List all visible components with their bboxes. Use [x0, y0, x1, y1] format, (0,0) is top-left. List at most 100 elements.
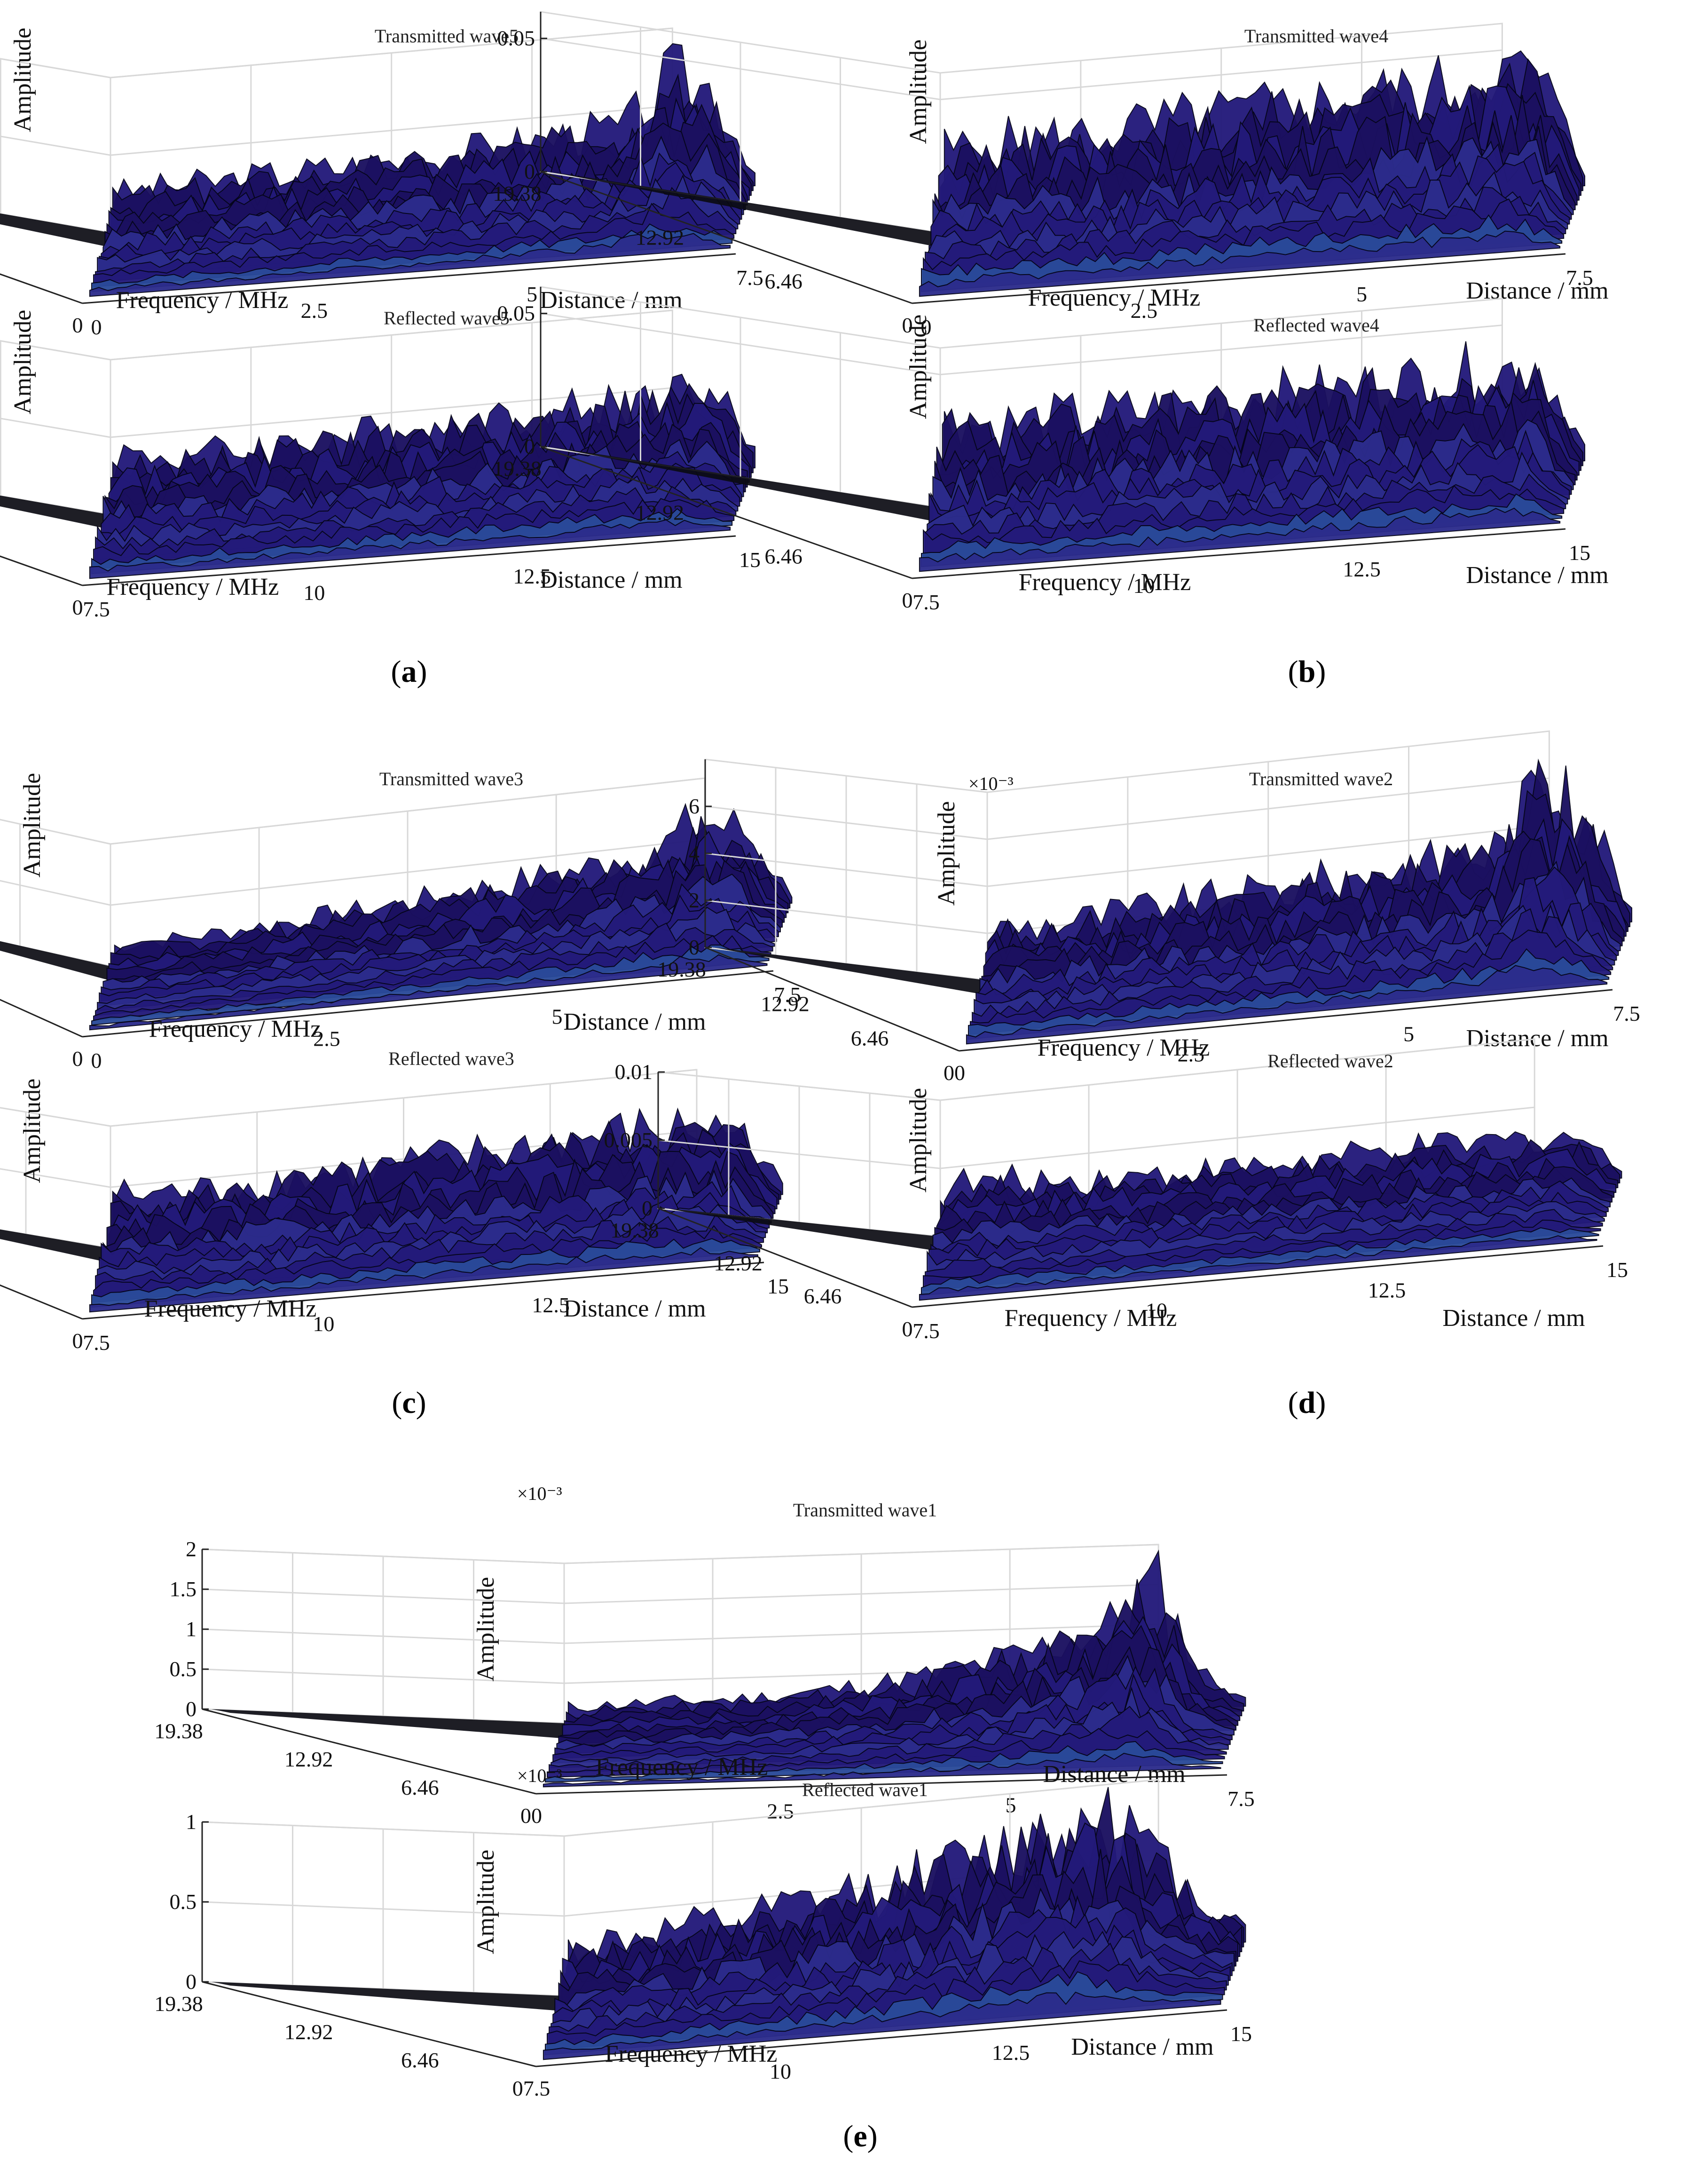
distance-tick-label: 12.5 [532, 1293, 570, 1317]
distance-axis [82, 1262, 764, 1320]
frequency-axis [0, 273, 83, 304]
z-tick-label: 0.05 [497, 26, 535, 50]
z-tick-label: 2 [689, 888, 700, 912]
frequency-axis [0, 999, 83, 1038]
distance-axis [82, 253, 736, 304]
distance-tick-label: 5 [1006, 1793, 1016, 1817]
surface [0, 1107, 783, 1313]
chart-title: Transmitted wave3 [379, 768, 523, 789]
frequency-axis-label: Frequency / MHz [116, 287, 289, 314]
amplitude-axis-label: Amplitude [472, 1577, 499, 1681]
distance-axis [82, 970, 774, 1038]
surface-ribbon [89, 1247, 758, 1313]
distance-tick-label: 10 [1133, 574, 1155, 598]
chart-title: Reflected wave3 [388, 1048, 514, 1069]
frequency-tick-label: 19.38 [493, 181, 542, 205]
distance-tick-label: 7.5 [1613, 1001, 1640, 1025]
surface-ribbon [108, 831, 787, 983]
surface-floor [550, 172, 944, 248]
chart-2: 00.020.0419.3812.926.4607.51012.515Refle… [0, 307, 761, 621]
distance-tick-label: 12.5 [1368, 1278, 1406, 1302]
distance-axis [912, 253, 1566, 304]
amplitude-axis-label: Amplitude [9, 310, 36, 414]
chart-title: Transmitted wave5 [375, 25, 519, 47]
frequency-tick-label: 0 [902, 313, 913, 337]
distance-tick-label: 12.5 [992, 2041, 1030, 2065]
distance-axis [959, 989, 1613, 1052]
distance-tick-label: 2.5 [1131, 299, 1158, 323]
distance-axis-label: Distance / mm [1466, 1025, 1608, 1052]
distance-tick-label: 0 [91, 1049, 102, 1072]
distance-axis [535, 1774, 1227, 1795]
surface-ribbon [95, 922, 773, 1016]
distance-tick-label: 7.5 [83, 597, 110, 621]
frequency-tick-label: 12.92 [761, 992, 810, 1016]
chart-6: 00.020.0419.3812.926.4607.51012.515Refle… [0, 1048, 789, 1355]
distance-tick-label: 15 [1606, 1258, 1628, 1282]
surface-ribbon [969, 930, 1612, 1035]
distance-tick-label: 2.5 [313, 1026, 340, 1050]
frequency-tick-label: 12.92 [284, 1747, 333, 1771]
distance-tick-label: 5 [552, 1005, 563, 1029]
distance-tick-label: 15 [1569, 541, 1590, 565]
distance-axis-label: Distance / mm [1071, 2034, 1213, 2060]
surface [0, 43, 755, 297]
frequency-tick-label: 19.38 [493, 457, 542, 481]
distance-tick-label: 7.5 [1566, 266, 1593, 290]
frequency-axis [705, 946, 960, 1052]
frequency-axis [202, 1981, 536, 2067]
surface-floor [0, 495, 115, 530]
frequency-tick-label: 07.5 [512, 2076, 551, 2100]
distance-axis-label: Distance / mm [563, 1295, 706, 1322]
frequency-tick-label: 00 [944, 1061, 965, 1085]
distance-tick-label: 15 [1230, 2022, 1252, 2046]
distance-tick-label: 15 [767, 1274, 789, 1298]
distance-tick-label: 2.5 [767, 1799, 794, 1823]
distance-tick-label: 0 [921, 315, 932, 339]
chart-7: 0 2 4 6 19.38 12.92 6.46 00 2.5 5 7.5 Transmitted w… [657, 730, 1640, 1085]
frequency-tick-label: 6.46 [401, 1775, 439, 1799]
chart-9: 0 0.5 1 1.5 2 19.38 12.92 6.46 00 2.5 5 7.5 Transmit… [154, 1483, 1255, 1828]
panel-label-b: (b) [1288, 654, 1326, 689]
frequency-tick-label: 19.38 [610, 1218, 659, 1242]
distance-tick-label: 7.5 [83, 1331, 110, 1355]
distance-axis-label: Distance / mm [1466, 562, 1608, 589]
z-tick-label: 0 [524, 159, 535, 183]
frequency-tick-label: 6.46 [401, 2048, 439, 2072]
surface-ribbon [975, 877, 1617, 1021]
frequency-tick-label: 12.92 [636, 500, 684, 524]
chart-title: Reflected wave1 [802, 1779, 928, 1800]
scale-multiplier: ×10⁻³ [517, 1765, 562, 1786]
z-tick-label: 2 [186, 1537, 197, 1561]
frequency-tick-label: 12.92 [636, 225, 684, 249]
frequency-tick-label: 0 [72, 1329, 83, 1353]
surface-floor [0, 1229, 115, 1264]
distance-tick-label: 2.5 [1178, 1042, 1205, 1066]
surface-floor [0, 941, 115, 982]
surface-ribbon [104, 859, 783, 992]
chart-title: Transmitted wave1 [793, 1499, 937, 1521]
frequency-axis-label: Frequency / MHz [1038, 1034, 1210, 1061]
surface-ribbon [93, 935, 771, 1021]
surface [715, 758, 1632, 1045]
frequency-axis-label: Frequency / MHz [596, 1754, 768, 1781]
distance-axis [535, 2009, 1227, 2067]
distance-axis [82, 535, 736, 586]
frequency-tick-label: 0 [902, 1317, 913, 1341]
distance-tick-label: 10 [303, 581, 325, 605]
z-tick-label: 0.5 [170, 1657, 197, 1681]
amplitude-axis-label: Amplitude [905, 39, 932, 144]
surface-ribbon [101, 883, 779, 1002]
distance-axis [912, 1245, 1604, 1308]
distance-tick-label: 2.5 [301, 299, 328, 323]
z-tick-label: 1 [186, 1617, 197, 1641]
frequency-axis [0, 555, 83, 586]
chart-10: 0 0.5 1 19.38 12.92 6.46 07.5 10 12.5 15 Reflected… [154, 1765, 1252, 2100]
chart-title: Transmitted wave4 [1244, 25, 1388, 47]
amplitude-axis-label: Amplitude [472, 1850, 499, 1954]
surface-ribbon [97, 907, 775, 1011]
distance-axis-label: Distance / mm [1442, 1305, 1585, 1332]
distance-tick-label: 15 [739, 548, 761, 572]
surface-ribbon [93, 203, 735, 288]
